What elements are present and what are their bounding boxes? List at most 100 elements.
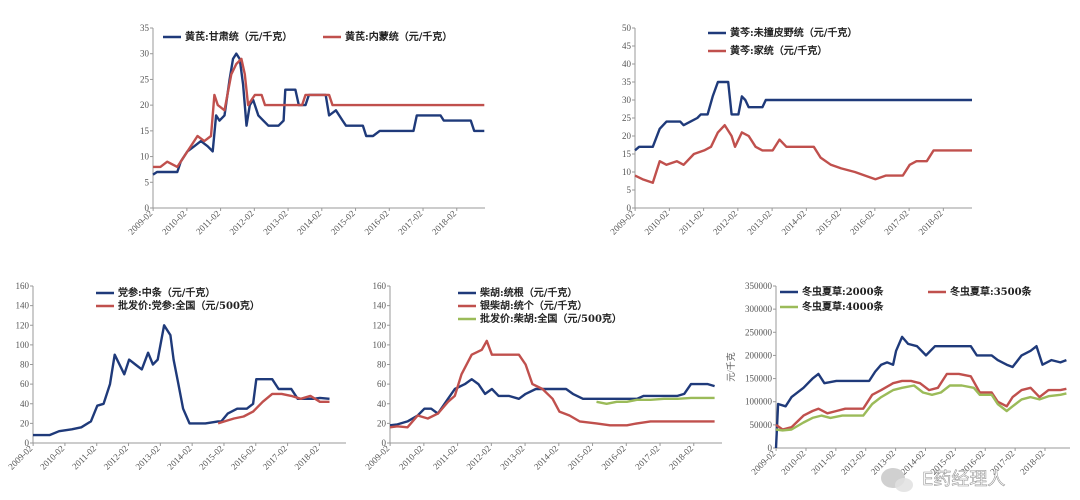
x-tick-label: 2013-02 [133, 443, 161, 471]
legend-label: 党参:中条（元/千克） [118, 286, 215, 299]
y-tick-label: 100000 [745, 397, 773, 407]
y-tick-label: 25 [622, 113, 632, 123]
series-line-2 [596, 396, 715, 405]
y-tick-label: 15 [140, 126, 150, 136]
x-tick-label: 2010-02 [642, 208, 670, 236]
x-tick-label: 2012-02 [839, 448, 867, 476]
x-tick-label: 2017-02 [261, 443, 289, 471]
legend-label: 黄芪:甘肃统（元/千克） [185, 30, 292, 43]
x-tick-label: 2009-02 [749, 448, 777, 476]
y-tick-label: 30 [622, 95, 632, 105]
x-tick-label: 2010-02 [160, 208, 188, 236]
series-line-1 [389, 339, 715, 429]
y-tick-label: 300000 [745, 304, 773, 314]
legend-label: 批发价:党参:全国（元/500克） [118, 299, 260, 312]
legend-label: 冬虫夏草:3500条 [950, 285, 1033, 298]
chart-panel-chaihu: 0 20 40 60 80 100 120 140 160 2009-02 2010-02 2011-… [363, 281, 722, 472]
x-tick-label: 2018-02 [293, 443, 321, 471]
y-tick-label: 20 [622, 131, 632, 141]
x-tick-label: 2017-02 [882, 208, 910, 236]
legend-label: 冬虫夏草:2000条 [802, 285, 885, 298]
x-tick-label: 2013-02 [498, 443, 526, 471]
x-tick-label: 2015-02 [197, 443, 225, 471]
series-line-0 [389, 378, 715, 427]
x-tick-label: 2017-02 [396, 208, 424, 236]
y-tick-label: 20 [140, 100, 150, 110]
wechat-icon-small [895, 478, 913, 492]
x-tick-label: 2015-02 [329, 208, 357, 236]
y-tick-label: 150000 [745, 374, 773, 384]
y-tick-label: 10 [622, 167, 632, 177]
y-tick-label: 250000 [745, 327, 773, 337]
y-tick-label: 0 [145, 203, 150, 213]
x-tick-label: 2016-02 [848, 208, 876, 236]
x-tick-label: 2011-02 [70, 443, 98, 471]
legend-label: 黄芪:内蒙统（元/千克） [345, 30, 452, 43]
y-tick-label: 5 [145, 177, 150, 187]
series-line-0 [774, 335, 1067, 449]
y-tick-label: 35 [140, 23, 150, 33]
x-tick-label: 2014-02 [165, 443, 193, 471]
y-tick-label: 0 [382, 438, 387, 448]
y-tick-label: 40 [622, 59, 632, 69]
y-tick-label: 40 [377, 399, 387, 409]
x-tick-label: 2014-02 [779, 208, 807, 236]
series-line-1 [634, 124, 972, 184]
y-tick-label: 10 [140, 152, 150, 162]
series-line-0 [152, 52, 485, 176]
x-tick-label: 2015-02 [814, 208, 842, 236]
legend-label: 批发价:柴胡:全国（元/500克） [480, 312, 622, 325]
y-tick-label: 140 [373, 301, 387, 311]
series-line-0 [33, 324, 330, 437]
x-tick-label: 2012-02 [464, 443, 492, 471]
chart-panel-huangqi: 0 5 10 15 20 25 30 35 2009-02 2010-02 2011-02 2012-… [126, 23, 485, 237]
legend-label: 冬虫夏草:4000条 [802, 300, 885, 313]
legend-label: 黄芩:家统（元/千克） [730, 44, 827, 57]
y-tick-label: 15 [622, 149, 632, 159]
y-tick-label: 100 [16, 340, 30, 350]
x-tick-label: 2011-02 [194, 208, 222, 236]
x-tick-label: 2010-02 [38, 443, 66, 471]
x-tick-label: 2013-02 [745, 208, 773, 236]
y-tick-label: 200000 [745, 350, 773, 360]
y-tick-label: 60 [20, 379, 30, 389]
legend-label: 柴胡:统根（元/千克） [479, 286, 577, 299]
y-tick-label: 35 [622, 77, 632, 87]
series-line-1 [775, 372, 1067, 431]
x-tick-label: 2011-02 [431, 443, 459, 471]
y-tick-label: 50000 [750, 420, 773, 430]
y-tick-label: 0 [25, 438, 30, 448]
watermark-text: E药经理人 [922, 469, 1005, 490]
series-line-1 [153, 57, 485, 169]
x-tick-label: 2011-02 [809, 448, 837, 476]
y-tick-label: 60 [377, 379, 387, 389]
x-tick-label: 2016-02 [229, 443, 257, 471]
x-tick-label: 2012-02 [711, 208, 739, 236]
y-tick-label: 25 [140, 74, 150, 84]
y-tick-label: 50 [622, 23, 632, 33]
chart-panel-dangshen: 0 20 40 60 80 100 120 140 160 2009-02 2010-02 2011-… [6, 281, 346, 472]
x-tick-label: 2018-02 [667, 443, 695, 471]
x-tick-label: 2010-02 [779, 448, 807, 476]
y-axis-title: 元/千克 [726, 352, 736, 382]
y-tick-label: 20 [377, 418, 387, 428]
x-tick-label: 2009-02 [608, 208, 636, 236]
y-tick-label: 120 [373, 320, 387, 330]
y-tick-label: 80 [377, 360, 387, 370]
y-tick-label: 40 [20, 399, 30, 409]
y-tick-label: 0 [627, 203, 632, 213]
y-tick-label: 5 [627, 185, 632, 195]
chart-panel-huangqin: 0 5 10 15 20 25 30 35 40 45 50 2009-02 2010-02 2011-0… [608, 23, 972, 237]
y-tick-label: 45 [622, 41, 632, 51]
x-tick-label: 2015-02 [566, 443, 594, 471]
x-tick-label: 2011-02 [677, 208, 705, 236]
watermark: E药经理人 [881, 468, 1006, 492]
chart-panel-dongchong: 0 50000 100000 150000 200000 250000 300000 3500… [726, 281, 1070, 477]
x-tick-label: 2018-02 [430, 208, 458, 236]
x-tick-label: 2010-02 [397, 443, 425, 471]
x-tick-label: 2014-02 [532, 443, 560, 471]
y-tick-label: 120 [16, 320, 30, 330]
y-tick-label: 80 [20, 360, 30, 370]
x-tick-label: 2009-02 [6, 443, 34, 471]
series-line-1 [217, 392, 330, 425]
